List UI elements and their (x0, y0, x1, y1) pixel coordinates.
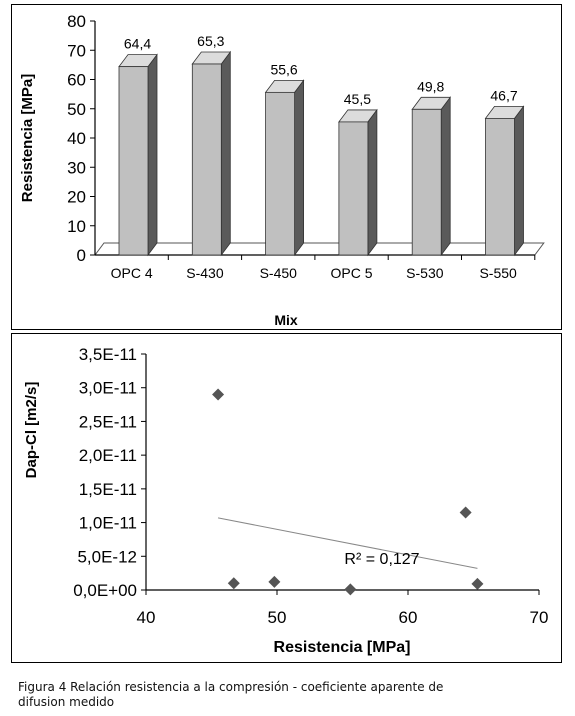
bar-side (220, 50, 231, 257)
r-squared-annotation: R² = 0,127 (344, 551, 419, 568)
figure-caption: Figura 4 Relación resistencia a la compr… (18, 680, 563, 710)
data-label: 46,7 (490, 87, 517, 103)
y-tick-label: 30 (67, 158, 86, 177)
x-tick-label: 60 (399, 608, 418, 627)
data-label: 65,3 (197, 33, 224, 49)
caption-line-1: Figura 4 Relación resistencia a la compr… (18, 680, 444, 694)
y-tick-label: 20 (67, 188, 86, 207)
bar-side (440, 96, 451, 257)
bar-chart-panel: 0 10 20 30 40 50 60 70 80 64,4 OPC 4 65,3 S-430 55,6 S… (11, 4, 562, 330)
data-label: 55,6 (270, 61, 297, 77)
y-tick-label: 0 (77, 246, 86, 265)
data-point (268, 575, 281, 588)
y-tick-label: 70 (67, 41, 86, 60)
bar (338, 121, 369, 256)
y-tick-label: 3,5E-11 (79, 345, 137, 364)
y-axis-label: Dap-Cl [m2/s] (23, 382, 40, 479)
y-tick-label: 5,0E-12 (77, 547, 137, 566)
x-tick-label: S-550 (479, 265, 517, 281)
x-tick-label: 40 (137, 608, 156, 627)
y-tick-label: 3,0E-11 (79, 379, 137, 398)
bar-side (147, 53, 158, 257)
y-tick-label: 10 (67, 217, 86, 236)
y-tick-label: 40 (67, 129, 86, 148)
bar (411, 108, 442, 256)
x-tick-label: OPC 4 (111, 265, 153, 281)
y-tick-label: 2,0E-11 (79, 446, 137, 465)
data-point (344, 583, 357, 596)
y-tick-label: 1,5E-11 (79, 480, 137, 499)
y-axis-label: Resistencia [MPa] (19, 74, 36, 202)
data-point (212, 388, 225, 401)
data-point (471, 577, 484, 590)
x-axis-label: Mix (274, 312, 298, 328)
scatter-chart-panel: 0,0E+00 5,0E-12 1,0E-11 1,5E-11 2,0E-11 2,5E-… (11, 333, 562, 663)
data-label: 64,4 (124, 36, 151, 52)
x-tick-label: OPC 5 (331, 265, 373, 281)
chart-floor (94, 242, 545, 256)
bar-side (294, 79, 305, 257)
bar-chart: 0 10 20 30 40 50 60 70 80 64,4 OPC 4 65,3 S-430 55,6 S… (19, 12, 545, 328)
x-axis-label: Resistencia [MPa] (274, 639, 411, 656)
data-label: 45,5 (344, 91, 371, 107)
y-tick-label: 80 (67, 12, 86, 31)
bar (485, 118, 515, 256)
y-tick-label: 50 (67, 100, 86, 119)
caption-line-2: difusion medido (18, 695, 115, 709)
bar (191, 63, 222, 256)
y-tick-label: 2,5E-11 (79, 412, 137, 431)
x-tick-label: S-450 (260, 265, 298, 281)
bar (118, 66, 149, 256)
bar (265, 91, 296, 256)
data-point (459, 506, 472, 519)
y-tick-label: 60 (67, 71, 86, 90)
bar-side (367, 108, 378, 257)
scatter-chart: 0,0E+00 5,0E-12 1,0E-11 1,5E-11 2,0E-11 2,5E-… (23, 345, 549, 656)
x-tick-label: 50 (268, 608, 287, 627)
x-tick-label: S-530 (406, 265, 444, 281)
x-tick-label: S-430 (186, 265, 224, 281)
data-point (227, 577, 240, 590)
trendline (217, 517, 478, 569)
x-tick-label: 70 (530, 608, 549, 627)
y-tick-label: 0,0E+00 (73, 581, 137, 600)
y-tick-label: 1,0E-11 (79, 514, 137, 533)
bar-side (514, 105, 524, 257)
data-label: 49,8 (417, 78, 444, 94)
